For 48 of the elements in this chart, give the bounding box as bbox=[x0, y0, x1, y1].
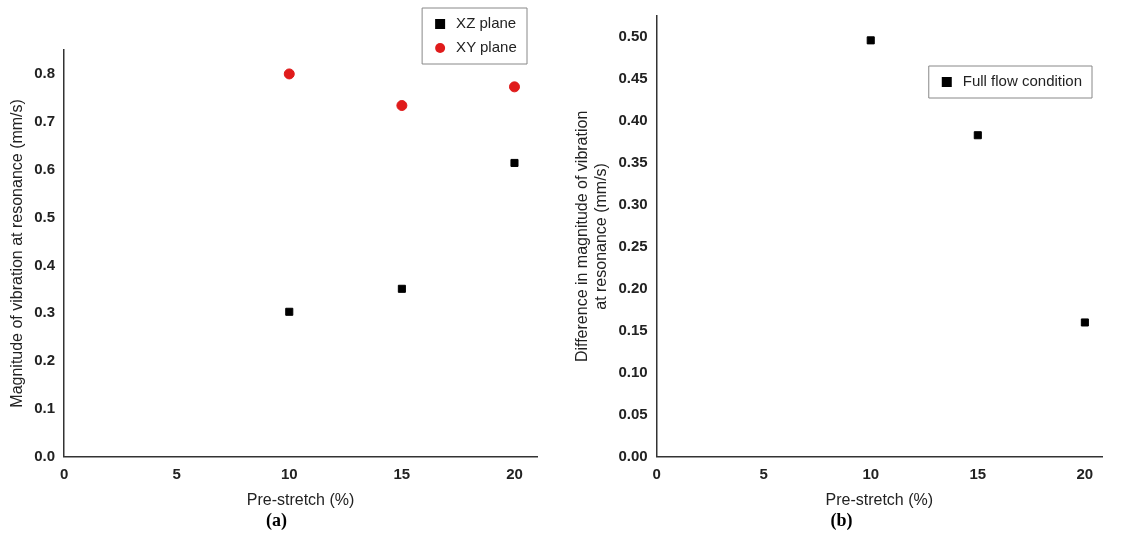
y-tick-label: 0.3 bbox=[34, 303, 56, 321]
y-tick-label: 0.35 bbox=[618, 153, 648, 171]
y-tick-label: 0.15 bbox=[618, 321, 648, 338]
y-tick-label: 0.40 bbox=[618, 111, 648, 129]
x-tick-label: 15 bbox=[969, 464, 987, 482]
text: (a) bbox=[265, 510, 288, 531]
x-tick-label: 15 bbox=[393, 464, 411, 482]
y-tick-label: 0.8 bbox=[34, 64, 56, 82]
legend-label: XZ plane bbox=[456, 14, 517, 32]
point bbox=[397, 284, 406, 293]
y-tick-label: 0.10 bbox=[618, 362, 648, 380]
y-tick-label: 0.20 bbox=[618, 279, 648, 297]
point bbox=[866, 36, 875, 45]
x-tick-label: 5 bbox=[172, 464, 181, 482]
y-tick-label: 0.30 bbox=[618, 195, 648, 213]
y-tick-label: 0.1 bbox=[34, 399, 56, 417]
x-axis-title: Pre-stretch (%) bbox=[246, 490, 355, 508]
x-tick-label: 10 bbox=[862, 464, 880, 482]
y-tick-label: 0.05 bbox=[618, 404, 648, 422]
x-tick-label: 0 bbox=[59, 464, 69, 482]
point bbox=[510, 158, 519, 167]
point bbox=[283, 68, 295, 80]
y-tick-label: 0.7 bbox=[34, 111, 56, 129]
point bbox=[508, 81, 520, 93]
y-axis-title: Magnitude of vibration at resonance (mm/s) bbox=[8, 99, 26, 408]
y-tick-label: 0.50 bbox=[618, 27, 648, 45]
legend-label: Full flow condition bbox=[962, 72, 1083, 90]
x-axis-title: Pre-stretch (%) bbox=[825, 490, 934, 508]
y-axis-title: Difference in magnitude of vibration at resonance (mm/s) bbox=[573, 110, 610, 363]
text: (b) bbox=[829, 510, 854, 531]
point bbox=[1080, 318, 1089, 327]
y-tick-label: 0.5 bbox=[34, 207, 56, 225]
x-tick-label: 5 bbox=[759, 464, 768, 482]
x-tick-label: 10 bbox=[280, 464, 298, 482]
x-tick-label: 20 bbox=[1076, 464, 1094, 482]
legend-label: XY plane bbox=[456, 38, 517, 56]
y-tick-label: 0.6 bbox=[34, 159, 56, 177]
y-tick-label: 0.4 bbox=[34, 255, 56, 273]
y-tick-label: 0.45 bbox=[618, 69, 648, 87]
point bbox=[396, 100, 408, 112]
y-tick-label: 0.2 bbox=[34, 351, 56, 369]
point bbox=[973, 131, 982, 140]
x-tick-label: 20 bbox=[506, 464, 523, 482]
point bbox=[285, 307, 294, 316]
y-tick-label: 0.25 bbox=[618, 237, 648, 255]
y-tick-label: 0.00 bbox=[618, 446, 648, 464]
y-tick-label: 0.0 bbox=[34, 446, 56, 464]
x-tick-label: 0 bbox=[652, 464, 661, 482]
